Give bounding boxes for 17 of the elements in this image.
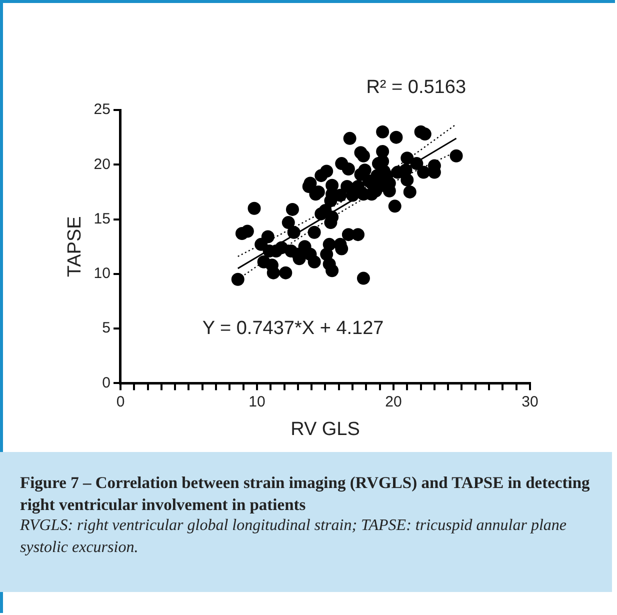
text: RVGLS: right ventricular global longitudinal strain; TAPSE: tricuspid annular plane systolic excursion. [20, 516, 568, 558]
y-axis-title: TAPSE [64, 216, 86, 278]
annotation: Y = 0.7437*X + 4.127 [202, 318, 384, 339]
x-tick-label: 20 [385, 393, 402, 410]
y-tick-label: 25 [94, 101, 110, 118]
text: Figure 7 – Correlation between strain imaging (RVGLS) and TAPSE in detecting right ventricular involvement in patients [20, 472, 591, 516]
x-tick-label: 30 [522, 393, 538, 410]
y-tick-label: 10 [94, 265, 110, 282]
y-tick-label: 20 [94, 156, 110, 173]
x-tick-label: 10 [248, 393, 266, 410]
x-axis-title: RV GLS [290, 418, 360, 440]
x-tick-label: 0 [116, 393, 125, 410]
y-tick-label: 0 [102, 374, 110, 392]
line-series [237, 124, 457, 258]
y-tick-label: 5 [102, 320, 110, 337]
y-tick-label: 15 [94, 210, 110, 228]
text: R² = 0.5163 [366, 77, 466, 98]
